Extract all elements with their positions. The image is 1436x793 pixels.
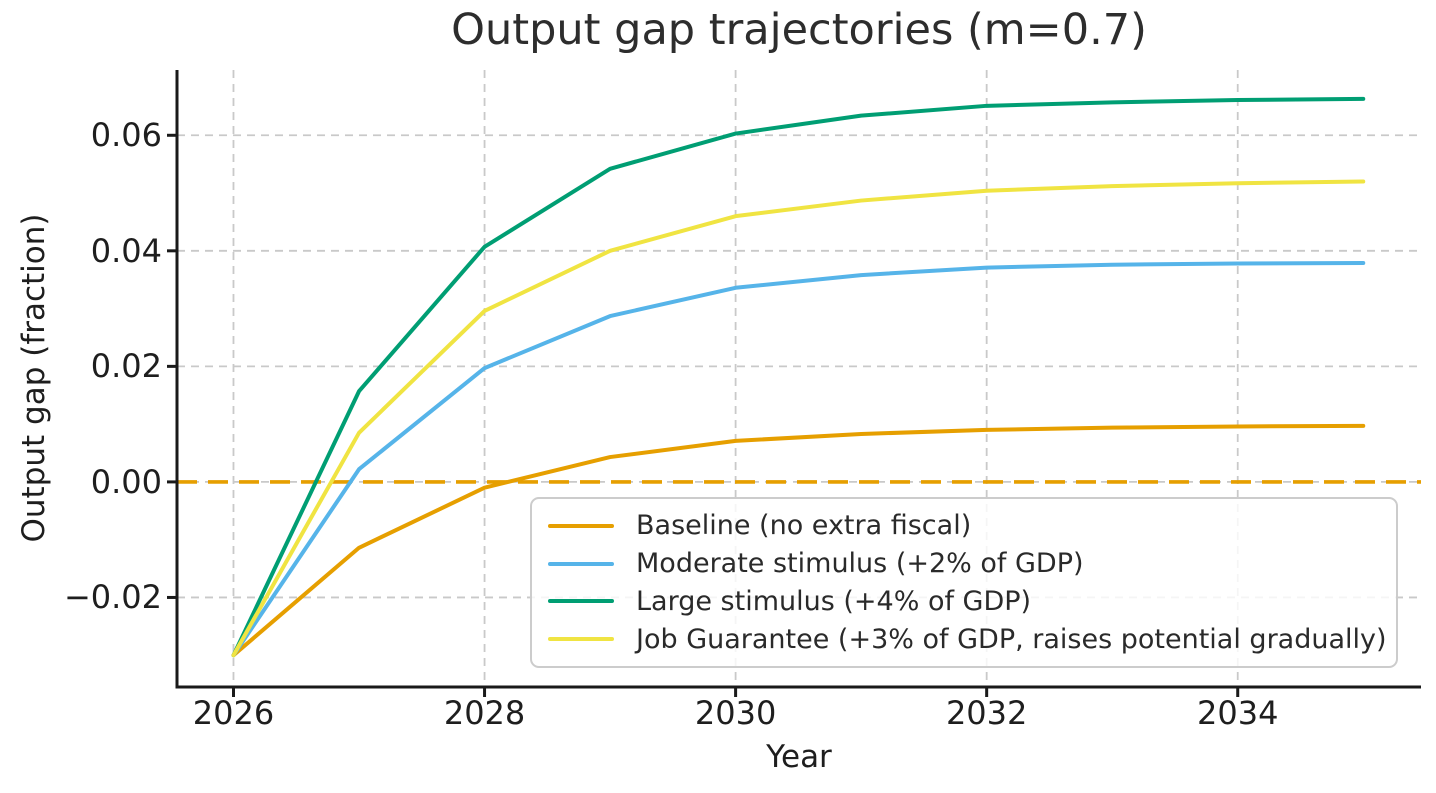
y-tick-label: −0.02 xyxy=(63,578,162,617)
legend-label: Large stimulus (+4% of GDP) xyxy=(636,585,1032,617)
series-line-large-stimulus xyxy=(231,96,1366,658)
legend-item-baseline: Baseline (no extra fiscal) xyxy=(548,507,1396,545)
y-tick-label: 0.06 xyxy=(90,116,162,155)
series-line-moderate-stimulus xyxy=(231,260,1366,658)
legend-item-job-guarantee: Job Guarantee (+3% of GDP, raises potent… xyxy=(548,620,1396,658)
series-line-job-guarantee xyxy=(231,179,1366,658)
legend-label: Moderate stimulus (+2% of GDP) xyxy=(636,548,1084,580)
x-tick-label: 2026 xyxy=(192,694,275,732)
large-stimulus-line-swatch xyxy=(548,599,614,604)
y-tick-label: 0.02 xyxy=(90,347,162,386)
x-axis-label: Year xyxy=(766,739,832,775)
job-guarantee-line-swatch xyxy=(548,637,614,642)
series-line-baseline xyxy=(231,423,1366,658)
y-tick-label: 0.00 xyxy=(90,462,162,501)
x-tick-label: 2030 xyxy=(694,694,777,732)
x-tick-label: 2032 xyxy=(945,694,1028,732)
moderate-stimulus-line-swatch xyxy=(548,561,614,566)
x-tick-label: 2034 xyxy=(1197,694,1279,732)
y-axis-label: Output gap (fraction) xyxy=(16,213,52,543)
legend-item-moderate-stimulus: Moderate stimulus (+2% of GDP) xyxy=(548,545,1396,583)
legend: Baseline (no extra fiscal) Moderate stim… xyxy=(530,497,1398,668)
y-tick-label: 0.04 xyxy=(90,231,162,270)
baseline-line-swatch xyxy=(548,523,614,528)
legend-item-large-stimulus: Large stimulus (+4% of GDP) xyxy=(548,583,1396,621)
legend-label: Job Guarantee (+3% of GDP, raises potent… xyxy=(636,623,1387,655)
x-tick-label: 2028 xyxy=(443,694,526,732)
legend-label: Baseline (no extra fiscal) xyxy=(636,510,972,542)
chart-title: Output gap trajectories (m=0.7) xyxy=(451,5,1147,55)
